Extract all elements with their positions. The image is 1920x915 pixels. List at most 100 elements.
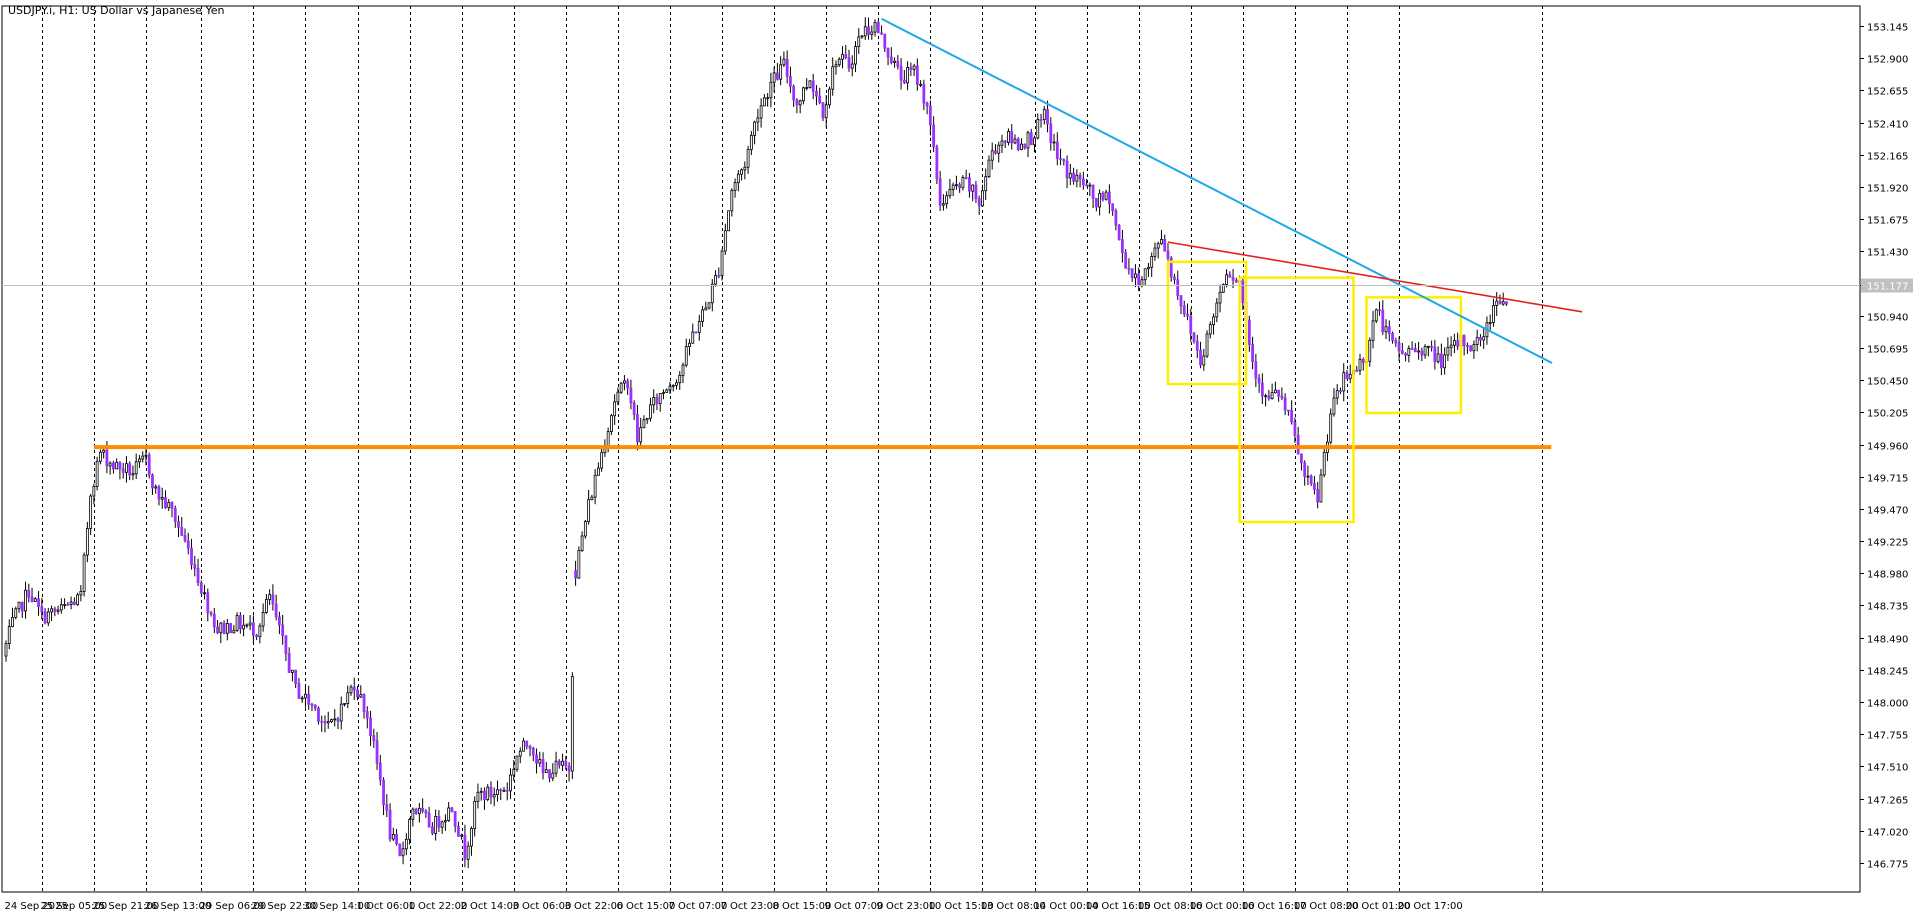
rectangle-drawing[interactable] [1365, 296, 1463, 415]
candle-body [626, 380, 630, 389]
candle-body [53, 608, 57, 612]
candle-body [1303, 462, 1307, 477]
candle-body [411, 808, 415, 820]
x-tick-label: 26 Sep 13:00 [145, 901, 212, 912]
candle-body [382, 779, 385, 805]
candle-body [1273, 389, 1277, 394]
candle-body [684, 346, 688, 366]
candle-body [476, 791, 480, 802]
blue-trendline[interactable] [881, 17, 1553, 364]
candle-body [1221, 284, 1225, 293]
candle-body [1124, 252, 1128, 269]
candle-body [287, 653, 291, 673]
candle-body [50, 608, 53, 613]
candle-body [857, 36, 861, 47]
candle-body [775, 72, 779, 80]
candle-body [154, 486, 158, 489]
candle-body [1153, 247, 1157, 257]
candle-body [1039, 119, 1043, 121]
candle-body [395, 834, 398, 845]
x-tick-label: 10 Oct 15:00 [929, 901, 994, 912]
candle-body [401, 848, 405, 857]
candle-body [769, 81, 773, 99]
candle-body [1247, 319, 1251, 345]
candle-body [1208, 324, 1212, 335]
candle-body [1267, 395, 1271, 399]
candle-body [619, 382, 623, 393]
candle-body [118, 461, 122, 470]
candle-body [1003, 140, 1007, 143]
candle-body [1078, 174, 1082, 180]
candle-body [945, 195, 949, 205]
candle-body [417, 807, 421, 815]
candle-body [629, 387, 633, 404]
candle-body [772, 72, 776, 83]
rectangle-drawing[interactable] [1238, 276, 1355, 524]
candle-body [642, 419, 646, 429]
y-tick-label: 151.675 [1867, 216, 1908, 227]
candle-body [805, 87, 809, 89]
candle-body [193, 564, 197, 569]
candle-body [492, 794, 496, 798]
candle-body [704, 307, 708, 311]
candle-body [824, 104, 828, 119]
candle-body [434, 815, 438, 834]
candle-body [1062, 159, 1066, 162]
candle-body [1417, 350, 1420, 353]
candle-body [1225, 274, 1228, 285]
x-tick-label: 20 Oct 17:00 [1398, 901, 1463, 912]
candle-body [863, 26, 867, 37]
x-tick-label: 2 Oct 14:00 [461, 901, 520, 912]
candle-body [782, 58, 786, 66]
candle-body [138, 458, 141, 463]
candle-body [1231, 276, 1235, 281]
candle-body [1241, 280, 1245, 303]
y-tick-label: 148.980 [1867, 570, 1908, 581]
rectangle-drawing[interactable] [1166, 260, 1248, 386]
candle-body [681, 364, 685, 376]
candle-body [785, 58, 789, 77]
y-tick-label: 149.960 [1867, 442, 1908, 453]
candle-body [1029, 132, 1033, 146]
candle-body [948, 188, 952, 197]
candle-body [300, 697, 304, 700]
candle-body [502, 789, 506, 792]
candle-body [378, 762, 382, 781]
candle-body [1452, 340, 1456, 346]
candle-body [206, 592, 210, 614]
candle-body [1410, 348, 1414, 350]
candle-body [955, 184, 958, 187]
red-trendline[interactable] [1167, 241, 1583, 313]
candle-body [1348, 373, 1352, 380]
x-tick-label: 29 Sep 22:00 [252, 901, 319, 912]
candle-body [37, 598, 40, 608]
candle-body [1016, 138, 1020, 150]
candle-body [170, 502, 174, 509]
candle-body [675, 382, 678, 386]
candle-body [356, 689, 359, 698]
candle-body [1169, 257, 1173, 278]
candle-body [915, 65, 919, 85]
candle-body [1439, 353, 1443, 369]
candle-body [977, 198, 981, 207]
candle-body [899, 65, 903, 81]
candle-body [1199, 349, 1202, 366]
candle-body [909, 67, 913, 70]
current-price-badge [1861, 278, 1913, 293]
candle-body [1010, 131, 1014, 144]
candle-body [896, 60, 900, 67]
y-tick-label: 151.920 [1867, 184, 1908, 195]
candle-body [1127, 267, 1131, 270]
candle-body [125, 463, 128, 473]
candle-body [678, 374, 682, 384]
candle-body [1339, 390, 1342, 393]
x-tick-label: 7 Oct 07:00 [669, 901, 728, 912]
candle-body [1130, 268, 1134, 279]
candle-body [1205, 333, 1209, 357]
candle-body [779, 64, 783, 80]
candle-body [1000, 140, 1004, 146]
candle-body [691, 331, 695, 344]
candle-body [313, 704, 317, 709]
